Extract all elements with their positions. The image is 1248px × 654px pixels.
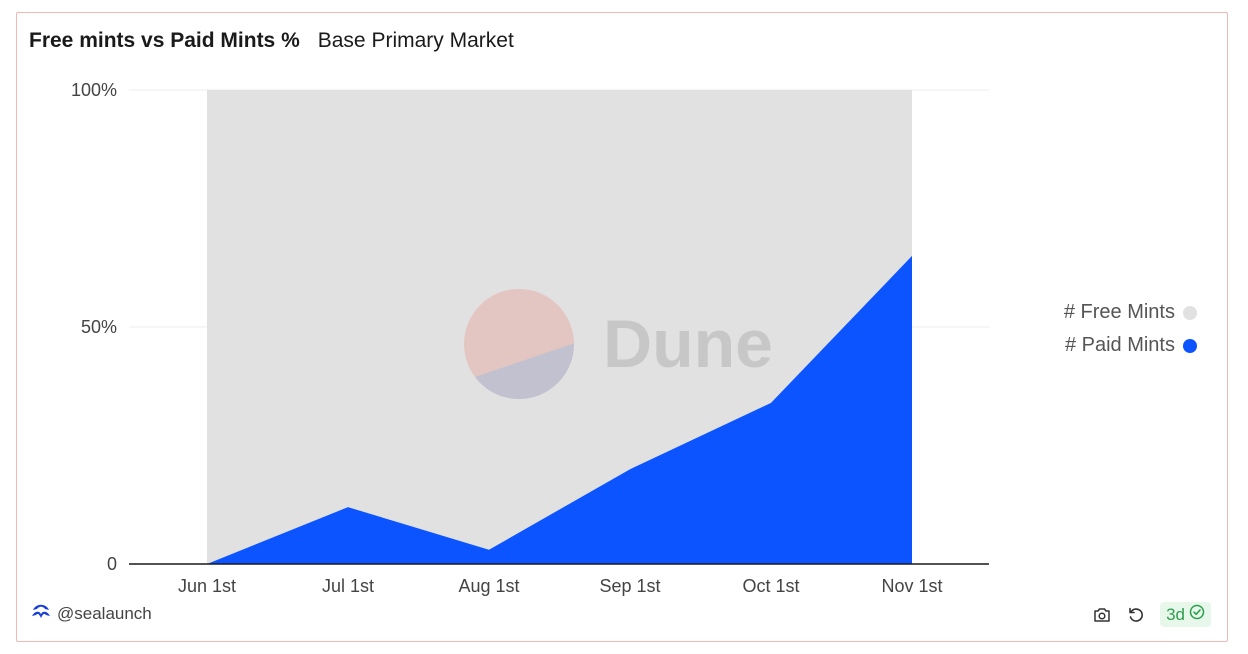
x-tick-label: Aug 1st <box>458 576 519 596</box>
x-tick-label: Jul 1st <box>322 576 374 596</box>
y-tick-label: 100% <box>71 80 117 100</box>
sealaunch-logo-icon <box>31 602 51 625</box>
legend-dot-free-mints <box>1183 305 1197 320</box>
x-tick-label: Jun 1st <box>178 576 236 596</box>
footer-actions: 3d <box>1092 602 1211 627</box>
legend-item-paid-mints[interactable]: # Paid Mints <box>1065 334 1197 357</box>
chart-subtitle: Base Primary Market <box>317 29 514 52</box>
x-tick-label: Nov 1st <box>881 576 942 596</box>
legend-label-paid-mints: # Paid Mints <box>1064 334 1175 356</box>
chart-header: Free mints vs Paid Mints % Base Primary … <box>29 29 514 53</box>
freshness-badge[interactable]: 3d <box>1160 602 1211 627</box>
camera-icon[interactable] <box>1092 605 1112 625</box>
area-paid-mints <box>207 255 912 564</box>
author-link[interactable]: @sealaunch <box>31 602 152 625</box>
x-tick-label: Oct 1st <box>742 576 799 596</box>
refresh-icon[interactable] <box>1126 605 1146 625</box>
age-label: 3d <box>1166 604 1185 624</box>
author-handle: @sealaunch <box>57 603 152 623</box>
chart-legend: # Free Mints # Paid Mints <box>1064 301 1197 357</box>
x-tick-label: Sep 1st <box>599 576 660 596</box>
x-tick-labels: Jun 1st Jul 1st Aug 1st Sep 1st Oct 1st Nov 1… <box>178 576 943 596</box>
check-circle-icon <box>1189 604 1205 625</box>
y-tick-labels: 0 50% 100% <box>71 80 117 574</box>
y-tick-label: 50% <box>81 317 117 337</box>
legend-item-free-mints[interactable]: # Free Mints <box>1064 301 1197 324</box>
area-chart: Dune 0 50% 100% Jun 1st Jul 1st Aug 1st Sep 1… <box>71 80 989 596</box>
watermark-text: Dune <box>603 306 773 382</box>
chart-card: Free mints vs Paid Mints % Base Primary … <box>16 12 1228 642</box>
legend-label-free-mints: # Free Mints <box>1063 301 1175 323</box>
legend-dot-paid-mints <box>1183 338 1197 353</box>
chart-title: Free mints vs Paid Mints % <box>29 29 300 52</box>
y-tick-label: 0 <box>107 554 117 574</box>
